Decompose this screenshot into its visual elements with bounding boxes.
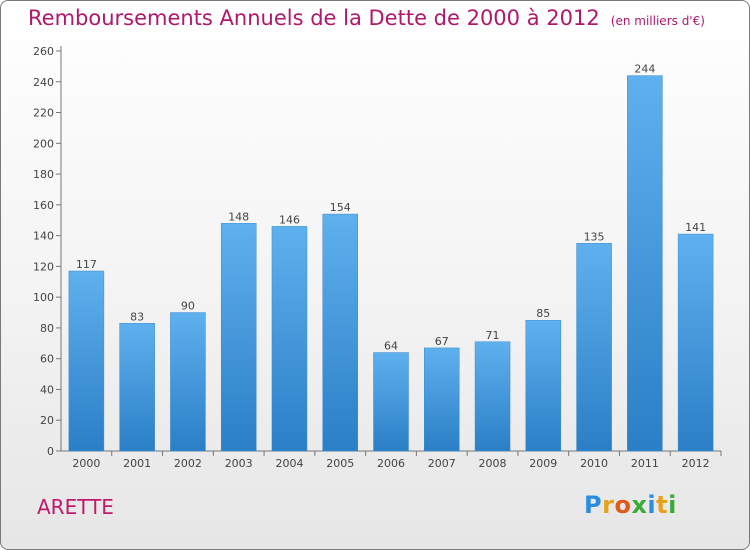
data-label-2007: 67 bbox=[435, 335, 449, 348]
proxiti-logo: Proxiti bbox=[584, 491, 677, 519]
x-tick-label-2012: 2012 bbox=[682, 457, 710, 470]
bar-2004 bbox=[271, 226, 308, 452]
y-tick-label: 0 bbox=[47, 445, 54, 458]
data-label-2004: 146 bbox=[279, 213, 300, 226]
x-tick-label-2010: 2010 bbox=[580, 457, 608, 470]
x-tick-label-2011: 2011 bbox=[631, 457, 659, 470]
bar-2003 bbox=[220, 223, 257, 452]
logo-letter: i bbox=[647, 491, 657, 519]
y-tick-label: 20 bbox=[40, 414, 54, 427]
logo-letter: r bbox=[602, 491, 615, 519]
bar-2009 bbox=[525, 319, 562, 452]
x-tick-label-2009: 2009 bbox=[529, 457, 557, 470]
bar-2000 bbox=[68, 270, 105, 452]
x-tick-label-2002: 2002 bbox=[174, 457, 202, 470]
x-tick-label-2003: 2003 bbox=[225, 457, 253, 470]
data-label-2001: 83 bbox=[130, 310, 144, 323]
bar-2012 bbox=[677, 233, 714, 452]
bar-2007 bbox=[424, 347, 460, 452]
logo-letter: P bbox=[584, 491, 603, 519]
bar-2008 bbox=[474, 341, 511, 452]
x-tick-label-2008: 2008 bbox=[479, 457, 507, 470]
bar-2005 bbox=[322, 213, 358, 452]
title-text: Remboursements Annuels de la Dette de 20… bbox=[28, 6, 600, 30]
y-tick-label: 60 bbox=[40, 353, 54, 366]
data-label-2002: 90 bbox=[181, 300, 195, 313]
data-label-2012: 141 bbox=[685, 221, 706, 234]
y-tick-label: 180 bbox=[33, 168, 54, 181]
commune-name: ARETTE bbox=[37, 495, 114, 519]
bar-2001 bbox=[119, 323, 155, 452]
bar-2002 bbox=[170, 312, 206, 452]
x-tick-label-2004: 2004 bbox=[275, 457, 303, 470]
logo-letter: i bbox=[668, 491, 677, 519]
data-label-2000: 117 bbox=[76, 258, 97, 271]
chart-title: Remboursements Annuels de la Dette de 20… bbox=[28, 6, 705, 30]
x-tick-label-2000: 2000 bbox=[72, 457, 100, 470]
y-tick-label: 40 bbox=[40, 383, 54, 396]
data-label-2009: 85 bbox=[536, 307, 550, 320]
x-tick-label-2001: 2001 bbox=[123, 457, 151, 470]
y-tick-label: 220 bbox=[33, 107, 54, 120]
bar-2006 bbox=[373, 352, 409, 452]
x-tick-label-2007: 2007 bbox=[428, 457, 456, 470]
y-tick-label: 100 bbox=[33, 291, 54, 304]
y-tick-label: 140 bbox=[33, 230, 54, 243]
x-tick-label-2005: 2005 bbox=[326, 457, 354, 470]
y-tick-label: 160 bbox=[33, 199, 54, 212]
data-label-2005: 154 bbox=[330, 201, 351, 214]
bar-2010 bbox=[576, 243, 612, 452]
data-label-2010: 135 bbox=[584, 230, 605, 243]
y-tick-label: 80 bbox=[40, 322, 54, 335]
data-label-2011: 244 bbox=[634, 63, 655, 76]
data-label-2003: 148 bbox=[228, 210, 249, 223]
x-tick-label-2006: 2006 bbox=[377, 457, 405, 470]
logo-letter: o bbox=[614, 491, 632, 519]
bar-2011 bbox=[627, 75, 663, 452]
y-tick-label: 120 bbox=[33, 260, 54, 273]
unit-text: (en milliers d'€) bbox=[610, 14, 705, 28]
y-tick-label: 240 bbox=[33, 76, 54, 89]
y-tick-label: 200 bbox=[33, 137, 54, 150]
y-tick-label: 260 bbox=[33, 45, 54, 58]
data-label-2008: 71 bbox=[486, 329, 500, 342]
logo-letter: t bbox=[656, 491, 669, 519]
data-label-2006: 64 bbox=[384, 340, 398, 353]
logo-letter: x bbox=[631, 491, 648, 519]
